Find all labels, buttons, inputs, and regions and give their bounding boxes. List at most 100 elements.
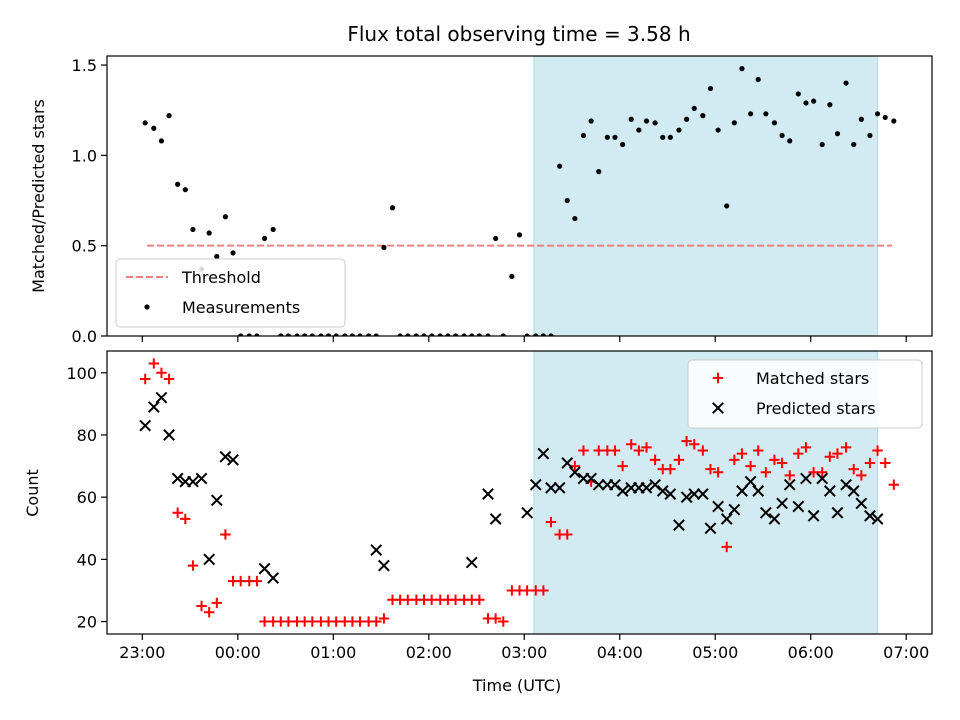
bottom-predicted-stars-point xyxy=(704,522,717,535)
bottom-y-tick-label: 20 xyxy=(77,613,97,632)
bottom-predicted-stars-point xyxy=(728,503,741,516)
top-measurement-point xyxy=(620,141,626,148)
bottom-legend: Matched stars Predicted stars xyxy=(687,359,923,429)
top-measurement-point xyxy=(285,333,292,336)
top-y-axis-label: Matched/Predicted stars xyxy=(29,99,48,293)
bottom-matched-stars-point xyxy=(729,454,740,466)
bottom-matched-stars-point xyxy=(816,467,828,478)
bottom-matched-stars-point xyxy=(665,463,676,475)
top-measurement-point xyxy=(843,80,849,86)
bottom-matched-stars-point xyxy=(832,448,843,459)
bottom-matched-stars-point xyxy=(840,442,852,453)
bottom-matched-stars-point xyxy=(378,613,390,624)
top-measurement-point xyxy=(819,141,825,148)
top-y-tick-label: 1.0 xyxy=(72,146,97,165)
bottom-matched-stars-point xyxy=(633,445,645,456)
bottom-matched-stars-point xyxy=(203,607,215,618)
bottom-matched-stars-point xyxy=(721,541,732,553)
bottom-predicted-stars-point xyxy=(163,429,175,441)
bottom-predicted-stars-point xyxy=(258,562,271,575)
bottom-x-tick-label: 00:00 xyxy=(215,643,261,662)
top-measurement-point xyxy=(652,120,658,126)
bottom-predicted-stars-point xyxy=(816,472,829,485)
legend-predicted-stars-label: Predicted stars xyxy=(756,399,876,418)
bottom-matched-stars-point xyxy=(609,445,621,456)
bottom-matched-stars-point xyxy=(880,457,891,469)
top-measurement-point xyxy=(469,333,475,336)
top-measurement-point xyxy=(309,333,315,336)
chart-title: Flux total observing time = 3.58 h xyxy=(347,22,690,46)
bottom-predicted-stars-point xyxy=(585,472,598,485)
bottom-matched-stars-point xyxy=(753,445,764,456)
top-measurement-point xyxy=(214,253,220,260)
bottom-matched-stars-point xyxy=(649,454,661,466)
legend-predicted-stars-swatch xyxy=(712,402,724,414)
bottom-predicted-stars-point xyxy=(759,506,772,519)
top-measurement-point xyxy=(715,127,721,133)
top-measurement-point xyxy=(667,134,673,140)
top-measurement-point xyxy=(588,118,594,124)
bottom-matched-stars-point xyxy=(498,616,509,627)
bottom-matched-stars-point xyxy=(172,507,183,518)
bottom-matched-stars-point xyxy=(872,445,883,456)
bottom-matched-stars-point xyxy=(163,373,175,385)
bottom-matched-stars-point xyxy=(784,470,795,481)
top-measurement-point xyxy=(366,333,372,336)
top-measurement-point xyxy=(318,333,324,336)
bottom-matched-stars-point xyxy=(769,454,780,466)
bottom-predicted-stars-point xyxy=(553,481,566,494)
bottom-plot-area xyxy=(139,358,900,627)
bottom-matched-stars-point xyxy=(490,613,501,624)
top-measurement-point xyxy=(222,214,229,220)
bottom-x-tick-label: 05:00 xyxy=(692,643,738,662)
top-observing-window xyxy=(533,55,879,337)
top-measurement-point xyxy=(357,333,363,336)
bottom-y-tick-label: 40 xyxy=(77,550,97,569)
bottom-frame xyxy=(106,350,933,635)
top-measurement-point xyxy=(151,125,157,131)
bottom-predicted-stars-point xyxy=(139,419,152,432)
top-measurement-point xyxy=(325,333,332,336)
top-measurement-point xyxy=(294,333,300,336)
bottom-x-tick-label: 06:00 xyxy=(788,643,834,662)
bottom-predicted-stars-point xyxy=(688,488,701,500)
bottom-predicted-stars-point xyxy=(616,485,629,497)
bottom-matched-stars-point xyxy=(745,460,756,472)
bottom-matched-stars-point xyxy=(617,460,628,472)
top-measurement-point xyxy=(691,105,697,111)
top-measurement-point xyxy=(333,333,339,336)
top-measurement-point xyxy=(533,333,539,336)
bottom-matched-stars-point xyxy=(196,600,207,612)
top-measurement-point xyxy=(580,132,587,139)
top-measurement-point xyxy=(851,141,857,148)
top-measurement-point xyxy=(389,205,396,211)
top-measurement-point xyxy=(540,333,546,336)
top-measurement-point xyxy=(755,76,761,83)
bottom-matched-stars-point xyxy=(474,594,485,605)
bottom-x-tick-label: 02:00 xyxy=(406,643,452,662)
bottom-matched-stars-point xyxy=(180,513,191,525)
bottom-matched-stars-point xyxy=(673,454,685,466)
top-measurement-point xyxy=(612,134,618,140)
top-measurement-point xyxy=(254,333,260,336)
bottom-predicted-stars-point xyxy=(640,481,653,494)
top-measurement-point xyxy=(700,113,706,119)
bottom-matched-stars-point xyxy=(578,445,589,456)
top-plot-area xyxy=(142,66,897,336)
top-measurement-point xyxy=(827,102,833,108)
bottom-predicted-stars-point xyxy=(792,500,805,513)
bottom-matched-stars-point xyxy=(848,463,859,475)
bottom-matched-stars-point xyxy=(776,457,788,469)
bottom-predicted-stars-point xyxy=(187,475,199,488)
top-measurement-point xyxy=(834,131,841,137)
bottom-predicted-stars-point xyxy=(210,494,223,507)
bottom-y-axis-label: Count xyxy=(23,469,42,517)
legend-measurements-label: Measurements xyxy=(182,298,300,317)
top-measurement-point xyxy=(142,120,148,126)
top-measurement-point xyxy=(596,169,602,175)
bottom-matched-stars-point xyxy=(187,560,199,571)
bottom-x-tick-label: 07:00 xyxy=(883,643,929,662)
bottom-predicted-stars-point xyxy=(656,485,669,497)
top-y-tick-label: 0.5 xyxy=(72,237,97,256)
top-y-tick-label: 1.5 xyxy=(72,56,97,75)
